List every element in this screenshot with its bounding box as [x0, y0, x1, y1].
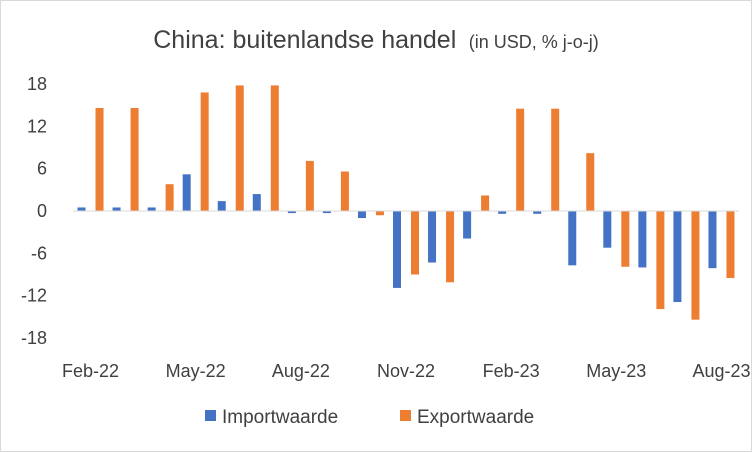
x-tick-label: Nov-22 — [377, 361, 435, 381]
x-axis-tick-labels: Feb-22 May-22 Aug-22 Nov-22 Feb-23 May-23 Aug-… — [62, 361, 750, 381]
y-axis-tick-labels: 18 12 6 0 -6 -12 -18 — [21, 74, 47, 348]
bar-exportwaarde-apr-22 — [165, 184, 174, 211]
bar-exportwaarde-mar-22 — [130, 107, 139, 211]
bar-exportwaarde-sep-22 — [340, 171, 349, 211]
bar-importwaarde-jun-23 — [638, 211, 647, 268]
y-tick-label: 0 — [37, 201, 47, 221]
y-tick-label: -12 — [21, 286, 47, 306]
bar-exportwaarde-may-23 — [621, 211, 630, 267]
legend-swatch-importwaarde — [205, 410, 216, 421]
legend: Importwaarde Exportwaarde — [205, 407, 534, 428]
bar-exportwaarde-nov-22 — [411, 211, 419, 275]
bar-exportwaarde-jul-23 — [691, 211, 700, 320]
bar-exportwaarde-jul-22 — [270, 85, 279, 211]
bar-exportwaarde-apr-23 — [586, 153, 595, 211]
legend-label-exportwaarde: Exportwaarde — [417, 407, 534, 428]
bar-importwaarde-aug-22 — [287, 211, 296, 214]
bar-exportwaarde-feb-22 — [95, 107, 104, 211]
chart-title-subtitle: (in USD, % j-o-j) — [469, 32, 599, 52]
bar-importwaarde-aug-23 — [708, 211, 717, 269]
x-tick-label: Feb-23 — [483, 361, 540, 381]
bar-exportwaarde-aug-22 — [305, 160, 314, 211]
x-tick-label: May-23 — [586, 361, 646, 381]
x-tick-label: Aug-22 — [272, 361, 330, 381]
x-tick-label: May-22 — [166, 361, 226, 381]
bar-importwaarde-sep-22 — [322, 211, 331, 214]
bar-importwaarde-mar-23 — [533, 211, 542, 214]
bar-exportwaarde-aug-23 — [726, 211, 735, 279]
bar-importwaarde-oct-22 — [357, 211, 366, 219]
bar-importwaarde-apr-23 — [568, 211, 577, 266]
y-tick-label: -6 — [31, 243, 47, 263]
y-tick-label: 6 — [37, 159, 47, 179]
bar-exportwaarde-oct-22 — [375, 211, 384, 216]
bar-importwaarde-dec-22 — [428, 211, 437, 263]
chart-title: China: buitenlandse handel (in USD, % j-… — [153, 26, 598, 54]
bar-importwaarde-apr-22 — [147, 207, 156, 211]
bar-exportwaarde-jun-22 — [235, 85, 244, 211]
bar-importwaarde-feb-23 — [498, 211, 507, 214]
bar-exportwaarde-feb-23 — [516, 108, 525, 211]
x-tick-label: Aug-23 — [692, 361, 750, 381]
bar-importwaarde-feb-22 — [77, 207, 86, 211]
x-tick-label: Feb-22 — [62, 361, 119, 381]
legend-label-importwaarde: Importwaarde — [222, 407, 338, 428]
bar-exportwaarde-dec-22 — [446, 211, 455, 283]
bar-importwaarde-may-23 — [603, 211, 612, 248]
legend-swatch-exportwaarde — [400, 410, 411, 421]
bar-importwaarde-jul-22 — [252, 194, 261, 211]
y-tick-label: 12 — [27, 116, 47, 136]
bar-importwaarde-jul-23 — [673, 211, 682, 303]
bar-importwaarde-jan-23 — [463, 211, 472, 239]
bar-exportwaarde-jan-23 — [481, 195, 490, 211]
bar-importwaarde-nov-22 — [393, 211, 401, 288]
y-tick-label: 18 — [27, 74, 47, 94]
bars — [77, 85, 735, 320]
y-tick-label: -18 — [21, 328, 47, 348]
bar-exportwaarde-mar-23 — [551, 108, 560, 211]
bar-importwaarde-mar-22 — [112, 207, 121, 211]
bar-importwaarde-may-22 — [182, 174, 191, 211]
bar-exportwaarde-jun-23 — [656, 211, 665, 310]
bar-importwaarde-jun-22 — [217, 201, 226, 211]
chart-title-main: China: buitenlandse handel — [153, 26, 456, 54]
bar-exportwaarde-may-22 — [200, 92, 209, 211]
